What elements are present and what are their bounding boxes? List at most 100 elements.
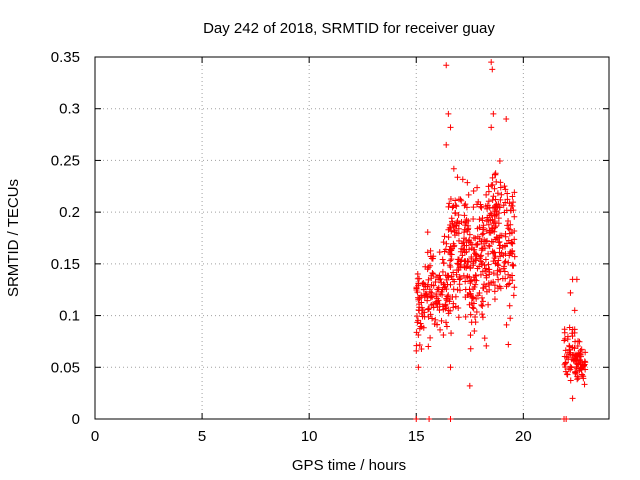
data-point <box>416 275 423 282</box>
data-point <box>432 299 439 306</box>
data-point <box>418 304 425 311</box>
data-point <box>418 310 425 317</box>
data-point <box>567 289 574 296</box>
data-point <box>467 290 474 297</box>
data-point <box>436 276 443 283</box>
data-point <box>484 237 491 244</box>
data-point <box>472 319 479 326</box>
data-point <box>479 226 486 233</box>
y-tick-label: 0.2 <box>59 204 80 221</box>
data-point <box>505 218 512 225</box>
data-point <box>503 116 510 123</box>
x-tick-label: 20 <box>515 428 532 445</box>
data-point <box>486 281 493 288</box>
data-point <box>502 186 509 193</box>
data-point <box>469 295 476 302</box>
data-point <box>462 219 469 226</box>
data-point <box>473 295 480 302</box>
data-point <box>465 258 472 265</box>
data-point <box>420 286 427 293</box>
data-point <box>495 210 502 217</box>
data-point <box>494 267 501 274</box>
data-point <box>447 264 454 271</box>
data-point <box>447 124 454 131</box>
data-point <box>434 321 441 328</box>
data-point <box>510 292 517 299</box>
data-point <box>427 288 434 295</box>
data-point <box>413 347 420 354</box>
data-point <box>427 247 434 254</box>
data-point <box>427 334 434 341</box>
data-point <box>414 319 421 326</box>
data-point <box>578 366 585 373</box>
data-point <box>572 368 579 375</box>
data-point <box>449 276 456 283</box>
data-point <box>468 277 475 284</box>
data-point <box>472 235 479 242</box>
data-point <box>433 274 440 281</box>
plot-frame <box>94 56 610 420</box>
data-point <box>452 202 459 209</box>
data-point <box>578 346 585 353</box>
data-point <box>479 314 486 321</box>
data-point <box>561 326 568 333</box>
x-axis-label: GPS time / hours <box>292 457 406 474</box>
data-point <box>577 350 584 357</box>
data-point <box>470 285 477 292</box>
data-point <box>470 262 477 269</box>
data-point <box>477 271 484 278</box>
data-point <box>499 244 506 251</box>
data-point <box>480 222 487 229</box>
data-point <box>486 243 493 250</box>
axis-ticks <box>94 56 609 420</box>
data-point <box>442 301 449 308</box>
data-point <box>443 297 450 304</box>
data-point <box>503 321 510 328</box>
x-tick-label: 5 <box>198 428 206 445</box>
data-point <box>579 371 586 378</box>
data-point <box>484 214 491 221</box>
data-point <box>443 319 450 326</box>
data-point <box>491 185 498 192</box>
data-point <box>486 269 493 276</box>
y-tick-label: 0 <box>72 411 80 428</box>
data-point <box>511 189 518 196</box>
data-point <box>479 245 486 252</box>
data-point <box>490 258 497 265</box>
data-point <box>480 298 487 305</box>
data-point <box>482 256 489 263</box>
data-point <box>447 224 454 231</box>
data-point <box>502 258 509 265</box>
data-point <box>497 179 504 186</box>
data-point <box>436 307 443 314</box>
data-point <box>438 288 445 295</box>
data-point <box>575 375 582 382</box>
data-point <box>459 176 466 183</box>
data-point <box>464 179 471 186</box>
y-tick-label: 0.1 <box>59 308 80 325</box>
data-point <box>445 310 452 317</box>
data-point <box>489 197 496 204</box>
data-point <box>415 364 422 371</box>
data-point <box>472 313 479 320</box>
data-point <box>454 217 461 224</box>
data-point <box>565 365 572 372</box>
data-point <box>457 258 464 265</box>
data-point <box>474 184 481 191</box>
data-point <box>459 240 466 247</box>
data-point <box>447 307 454 314</box>
data-point <box>485 221 492 228</box>
data-point <box>491 282 498 289</box>
data-point <box>432 279 439 286</box>
data-point <box>467 311 474 318</box>
data-point <box>485 242 492 249</box>
data-point <box>443 141 450 148</box>
data-point <box>462 294 469 301</box>
data-point <box>492 212 499 219</box>
data-point <box>446 295 453 302</box>
data-point <box>445 274 452 281</box>
data-point <box>562 359 569 366</box>
data-point <box>510 199 517 206</box>
data-point <box>439 256 446 263</box>
